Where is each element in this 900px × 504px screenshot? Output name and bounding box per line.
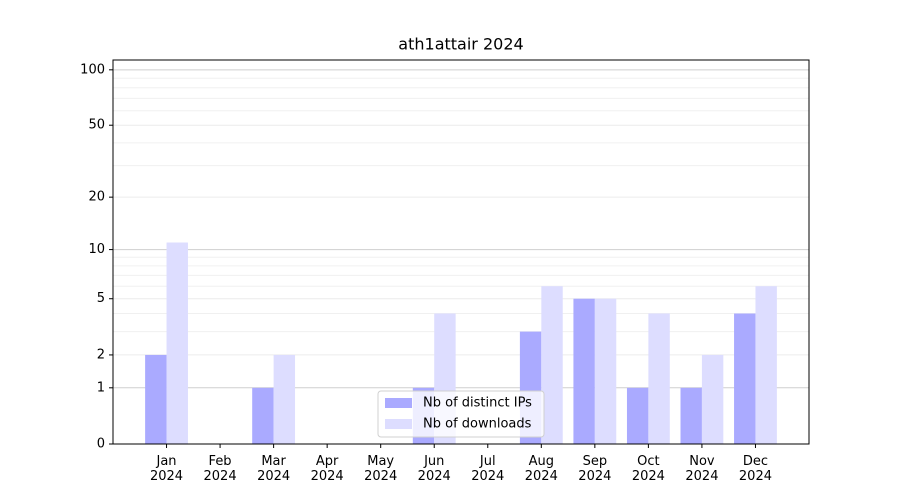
x-tick-label: May 2024 <box>364 454 397 484</box>
x-tick-label-line: 2024 <box>471 469 504 484</box>
bar <box>626 387 649 444</box>
x-tick-label-line: 2024 <box>685 469 718 484</box>
plot-frame <box>112 59 810 445</box>
legend-box <box>377 390 545 438</box>
y-tick-label: 100 <box>80 62 105 77</box>
x-tick-label-line: Dec <box>743 454 768 469</box>
x-tick-label-line: 2024 <box>257 469 290 484</box>
x-tick-label-line: Aug <box>529 454 554 469</box>
y-tick-label: 1 <box>97 380 105 395</box>
x-tick-label: Aug 2024 <box>525 454 558 484</box>
x-tick-label: Jul 2024 <box>471 454 504 484</box>
bar <box>594 298 617 444</box>
bar <box>648 313 670 444</box>
bar <box>273 354 296 444</box>
x-tick-label-line: Mar <box>261 454 286 469</box>
x-tick-label: Jan 2024 <box>150 454 183 484</box>
x-tick-label: Feb 2024 <box>204 454 237 484</box>
bar <box>573 298 595 444</box>
legend-label: Nb of downloads <box>423 417 532 432</box>
bar <box>252 387 274 444</box>
bar <box>541 286 563 444</box>
x-tick-label: Mar 2024 <box>257 454 290 484</box>
y-tick-label: 50 <box>88 118 105 133</box>
y-tick-label: 5 <box>97 291 105 306</box>
x-tick-label-line: 2024 <box>364 469 397 484</box>
x-tick-label-line: Apr <box>316 454 339 469</box>
legend-label: Nb of distinct IPs <box>423 396 532 411</box>
bar <box>145 354 167 444</box>
x-tick-label-line: May <box>367 454 394 469</box>
legend-swatch <box>385 398 412 408</box>
y-tick-label: 20 <box>88 190 105 205</box>
x-tick-label-line: 2024 <box>578 469 611 484</box>
x-tick-label-line: 2024 <box>204 469 237 484</box>
bar <box>680 387 702 444</box>
x-tick-label-line: 2024 <box>739 469 772 484</box>
x-tick-label: Dec 2024 <box>739 454 772 484</box>
y-tick-label: 2 <box>97 347 105 362</box>
bar <box>734 313 756 444</box>
x-tick-label-line: Sep <box>583 454 608 469</box>
x-tick-label-line: Oct <box>637 454 659 469</box>
chart-title: ath1attair 2024 <box>398 35 523 54</box>
x-tick-label-line: Nov <box>689 454 715 469</box>
bar <box>166 242 188 444</box>
x-tick-label: Nov 2024 <box>685 454 718 484</box>
x-tick-label: Sep 2024 <box>578 454 611 484</box>
x-tick-label-line: 2024 <box>418 469 451 484</box>
legend-swatch <box>385 419 412 429</box>
bar <box>755 286 777 444</box>
y-tick-label: 0 <box>97 437 105 452</box>
x-tick-label-line: Jan <box>156 454 177 469</box>
x-tick-label-line: Jun <box>423 454 444 469</box>
x-tick-label-line: 2024 <box>525 469 558 484</box>
x-tick-label-line: 2024 <box>632 469 665 484</box>
x-tick-label-line: Jul <box>479 454 496 469</box>
x-tick-label-line: 2024 <box>311 469 344 484</box>
x-tick-label: Jun 2024 <box>418 454 451 484</box>
y-tick-label: 10 <box>88 242 105 257</box>
bar <box>701 354 724 444</box>
x-tick-label: Oct 2024 <box>632 454 665 484</box>
x-tick-label-line: Feb <box>209 454 232 469</box>
x-tick-label: Apr 2024 <box>311 454 344 484</box>
x-tick-label-line: 2024 <box>150 469 183 484</box>
